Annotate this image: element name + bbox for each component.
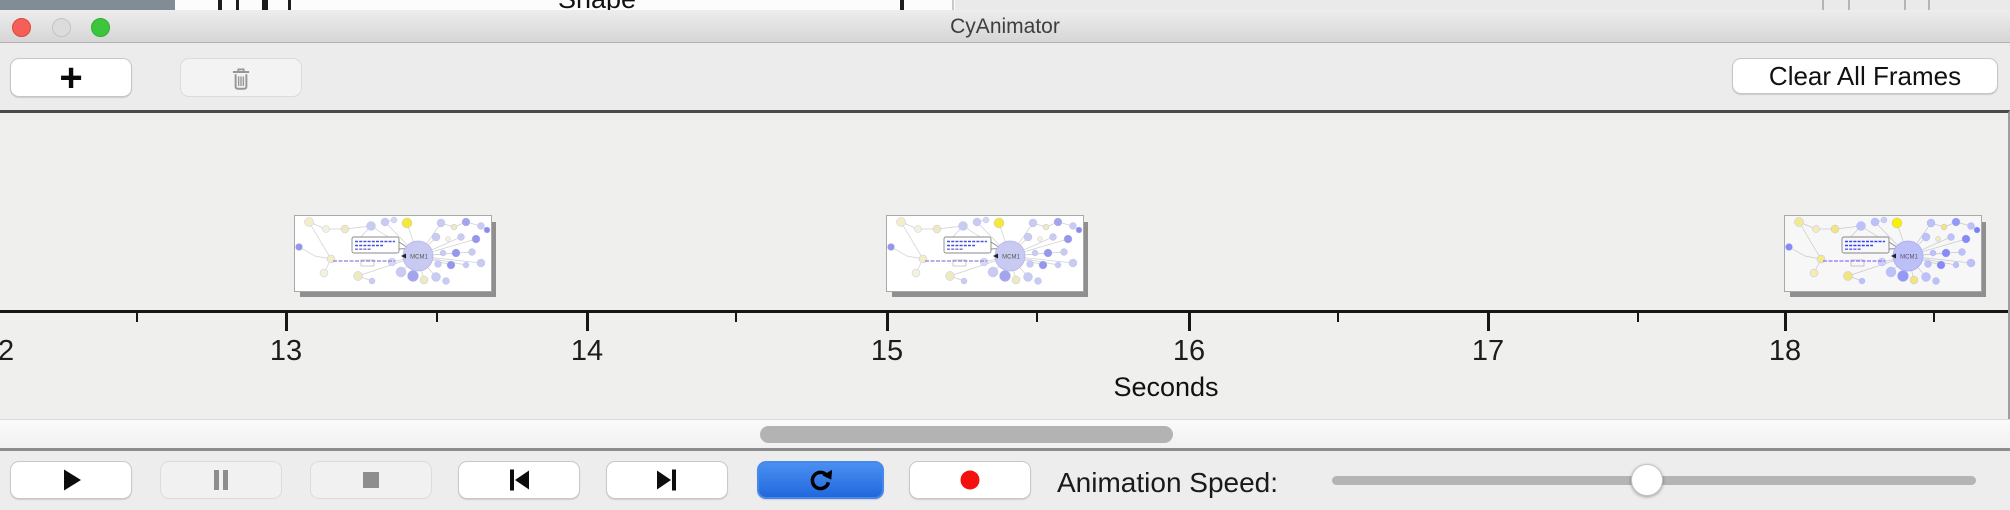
pause-icon	[214, 470, 228, 490]
axis-tick-label: 17	[1471, 335, 1505, 367]
network-thumbnail-image	[887, 216, 1083, 291]
background-toolbar-strip	[175, 0, 955, 10]
keyframe-thumbnail-1[interactable]	[294, 215, 492, 292]
background-glyph-fragment	[288, 0, 291, 10]
loop-button[interactable]	[757, 461, 884, 499]
plus-icon: +	[59, 55, 83, 100]
axis-tick-label: 13	[269, 335, 303, 367]
play-button[interactable]	[10, 461, 132, 499]
skip-to-start-icon	[510, 469, 529, 491]
background-glyph-fragment	[1848, 0, 1850, 10]
background-glyph-fragment	[1928, 0, 1930, 10]
trash-icon	[232, 68, 250, 90]
background-glyph-fragment	[900, 0, 904, 10]
timeline-panel[interactable]: 12 13 14 15 16 17 18 Seconds	[0, 110, 2010, 419]
skip-to-end-icon	[657, 469, 676, 491]
stop-icon	[363, 472, 379, 488]
keyframe-thumbnail-3[interactable]	[1784, 215, 1982, 292]
skip-to-start-button[interactable]	[458, 461, 580, 499]
axis-minor-tick	[1337, 313, 1339, 322]
axis-major-tick	[1487, 313, 1490, 331]
record-button[interactable]	[909, 461, 1031, 499]
axis-major-tick	[886, 313, 889, 331]
axis-minor-tick	[136, 313, 138, 322]
axis-tick-label: 14	[570, 335, 604, 367]
titlebar: CyAnimator	[0, 10, 2010, 43]
axis-major-tick	[285, 313, 288, 331]
keyframe-thumbnail-2[interactable]	[886, 215, 1084, 292]
background-glyph-fragment	[1822, 0, 1824, 10]
clear-all-frames-button[interactable]: Clear All Frames	[1732, 58, 1998, 94]
minimize-button[interactable]	[52, 17, 71, 37]
axis-tick-label: 18	[1768, 335, 1802, 367]
timeline-axis-line	[0, 310, 2008, 313]
delete-frame-button[interactable]	[180, 58, 302, 97]
frame-toolbar: + Clear All Frames	[0, 44, 2010, 110]
background-glyph-fragment	[236, 0, 239, 10]
background-divider	[952, 0, 954, 10]
clear-all-frames-label: Clear All Frames	[1768, 60, 1962, 91]
background-gray-block	[0, 0, 175, 10]
playback-controls-bar: Animation Speed:	[0, 451, 2010, 510]
network-thumbnail-image	[1785, 216, 1981, 291]
close-button[interactable]	[12, 17, 31, 37]
network-thumbnail-image	[295, 216, 491, 291]
background-glyph-fragment	[262, 0, 268, 10]
window-title: CyAnimator	[950, 15, 1060, 38]
background-glyph-fragment	[1904, 0, 1906, 10]
timeline-scrollbar-track[interactable]	[0, 419, 2010, 448]
background-glyph-fragment	[218, 0, 222, 10]
axis-major-tick	[1784, 313, 1787, 331]
divider	[0, 448, 2010, 451]
loop-icon	[810, 469, 833, 490]
axis-minor-tick	[1933, 313, 1935, 322]
axis-major-tick	[1188, 313, 1191, 331]
animation-speed-slider-thumb[interactable]	[1631, 464, 1663, 496]
skip-to-end-button[interactable]	[606, 461, 728, 499]
axis-unit-label: Seconds	[1113, 372, 1219, 402]
axis-minor-tick	[1036, 313, 1038, 322]
axis-minor-tick	[436, 313, 438, 322]
axis-tick-label: 16	[1172, 335, 1206, 367]
axis-minor-tick	[735, 313, 737, 322]
axis-tick-label: 12	[0, 335, 14, 368]
timeline-scrollbar-thumb[interactable]	[760, 426, 1173, 443]
play-icon	[64, 469, 81, 491]
axis-tick-label: 15	[870, 335, 904, 367]
zoom-button[interactable]	[91, 17, 110, 37]
add-frame-button[interactable]: +	[10, 55, 132, 100]
background-partial-text: Shape	[558, 0, 688, 10]
axis-major-tick	[586, 313, 589, 331]
pause-button[interactable]	[160, 461, 282, 499]
animation-speed-label: Animation Speed:	[1057, 467, 1279, 498]
record-icon	[960, 470, 980, 490]
stop-button[interactable]	[310, 461, 432, 499]
axis-minor-tick	[1637, 313, 1639, 322]
background-window-sliver: Shape	[0, 0, 2010, 10]
